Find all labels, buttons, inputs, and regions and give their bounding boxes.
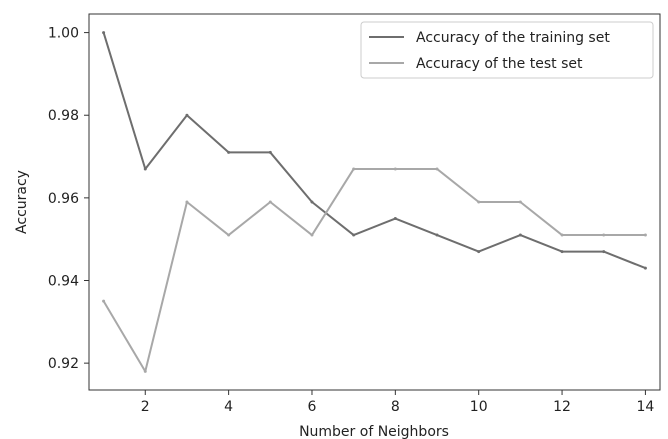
legend-label-test: Accuracy of the test set: [416, 56, 583, 72]
data-point-test-5: [268, 200, 272, 204]
x-tick-label-14: 14: [636, 399, 654, 415]
data-point-test-10: [477, 200, 481, 204]
data-point-test-9: [435, 167, 439, 171]
data-point-test-7: [352, 167, 356, 171]
x-tick-label-6: 6: [308, 399, 317, 415]
data-point-test-4: [227, 233, 231, 237]
data-point-training-5: [268, 150, 272, 154]
data-point-training-8: [393, 217, 397, 221]
data-point-test-11: [518, 200, 522, 204]
legend-box: [360, 21, 654, 79]
y-axis-title: Accuracy: [14, 170, 30, 234]
data-point-test-2: [143, 369, 147, 373]
data-point-test-6: [310, 233, 314, 237]
data-point-training-6: [310, 200, 314, 204]
x-tick-label-8: 8: [391, 399, 400, 415]
data-point-training-4: [227, 150, 231, 154]
x-tick-label-2: 2: [141, 399, 150, 415]
data-point-training-14: [643, 266, 647, 270]
data-point-training-12: [560, 250, 564, 254]
x-tick-label-12: 12: [553, 399, 571, 415]
data-point-test-14: [643, 233, 647, 237]
data-point-test-1: [102, 299, 106, 303]
data-point-training-9: [435, 233, 439, 237]
x-axis-title: Number of Neighbors: [299, 424, 449, 439]
series-line-test: [102, 167, 647, 373]
y-tick-label-4: 1.00: [48, 26, 79, 42]
series-line-training: [102, 31, 647, 270]
plot-frame: [88, 13, 661, 391]
data-point-test-12: [560, 233, 564, 237]
y-tick-label-1: 0.94: [48, 274, 79, 290]
data-point-training-13: [602, 250, 606, 254]
data-point-training-7: [352, 233, 356, 237]
data-point-test-13: [602, 233, 606, 237]
legend-label-training: Accuracy of the training set: [416, 30, 610, 46]
ticks-layer: 2 4 6 8 10 12 14 0.92 0.94 0.96 0.98 1.00: [48, 26, 655, 415]
data-point-training-11: [518, 233, 522, 237]
data-point-test-3: [185, 200, 189, 204]
series-layer: [102, 31, 647, 373]
x-tick-label-4: 4: [224, 399, 233, 415]
y-tick-label-2: 0.96: [48, 191, 79, 207]
legend: Accuracy of the training set Accuracy of…: [360, 21, 654, 79]
data-point-training-2: [143, 167, 147, 171]
data-point-training-1: [102, 31, 106, 35]
data-point-training-10: [477, 250, 481, 254]
y-tick-label-0: 0.92: [48, 356, 79, 372]
y-tick-label-3: 0.98: [48, 108, 79, 124]
x-tick-label-10: 10: [470, 399, 488, 415]
data-point-training-3: [185, 113, 189, 117]
data-point-test-8: [393, 167, 397, 171]
